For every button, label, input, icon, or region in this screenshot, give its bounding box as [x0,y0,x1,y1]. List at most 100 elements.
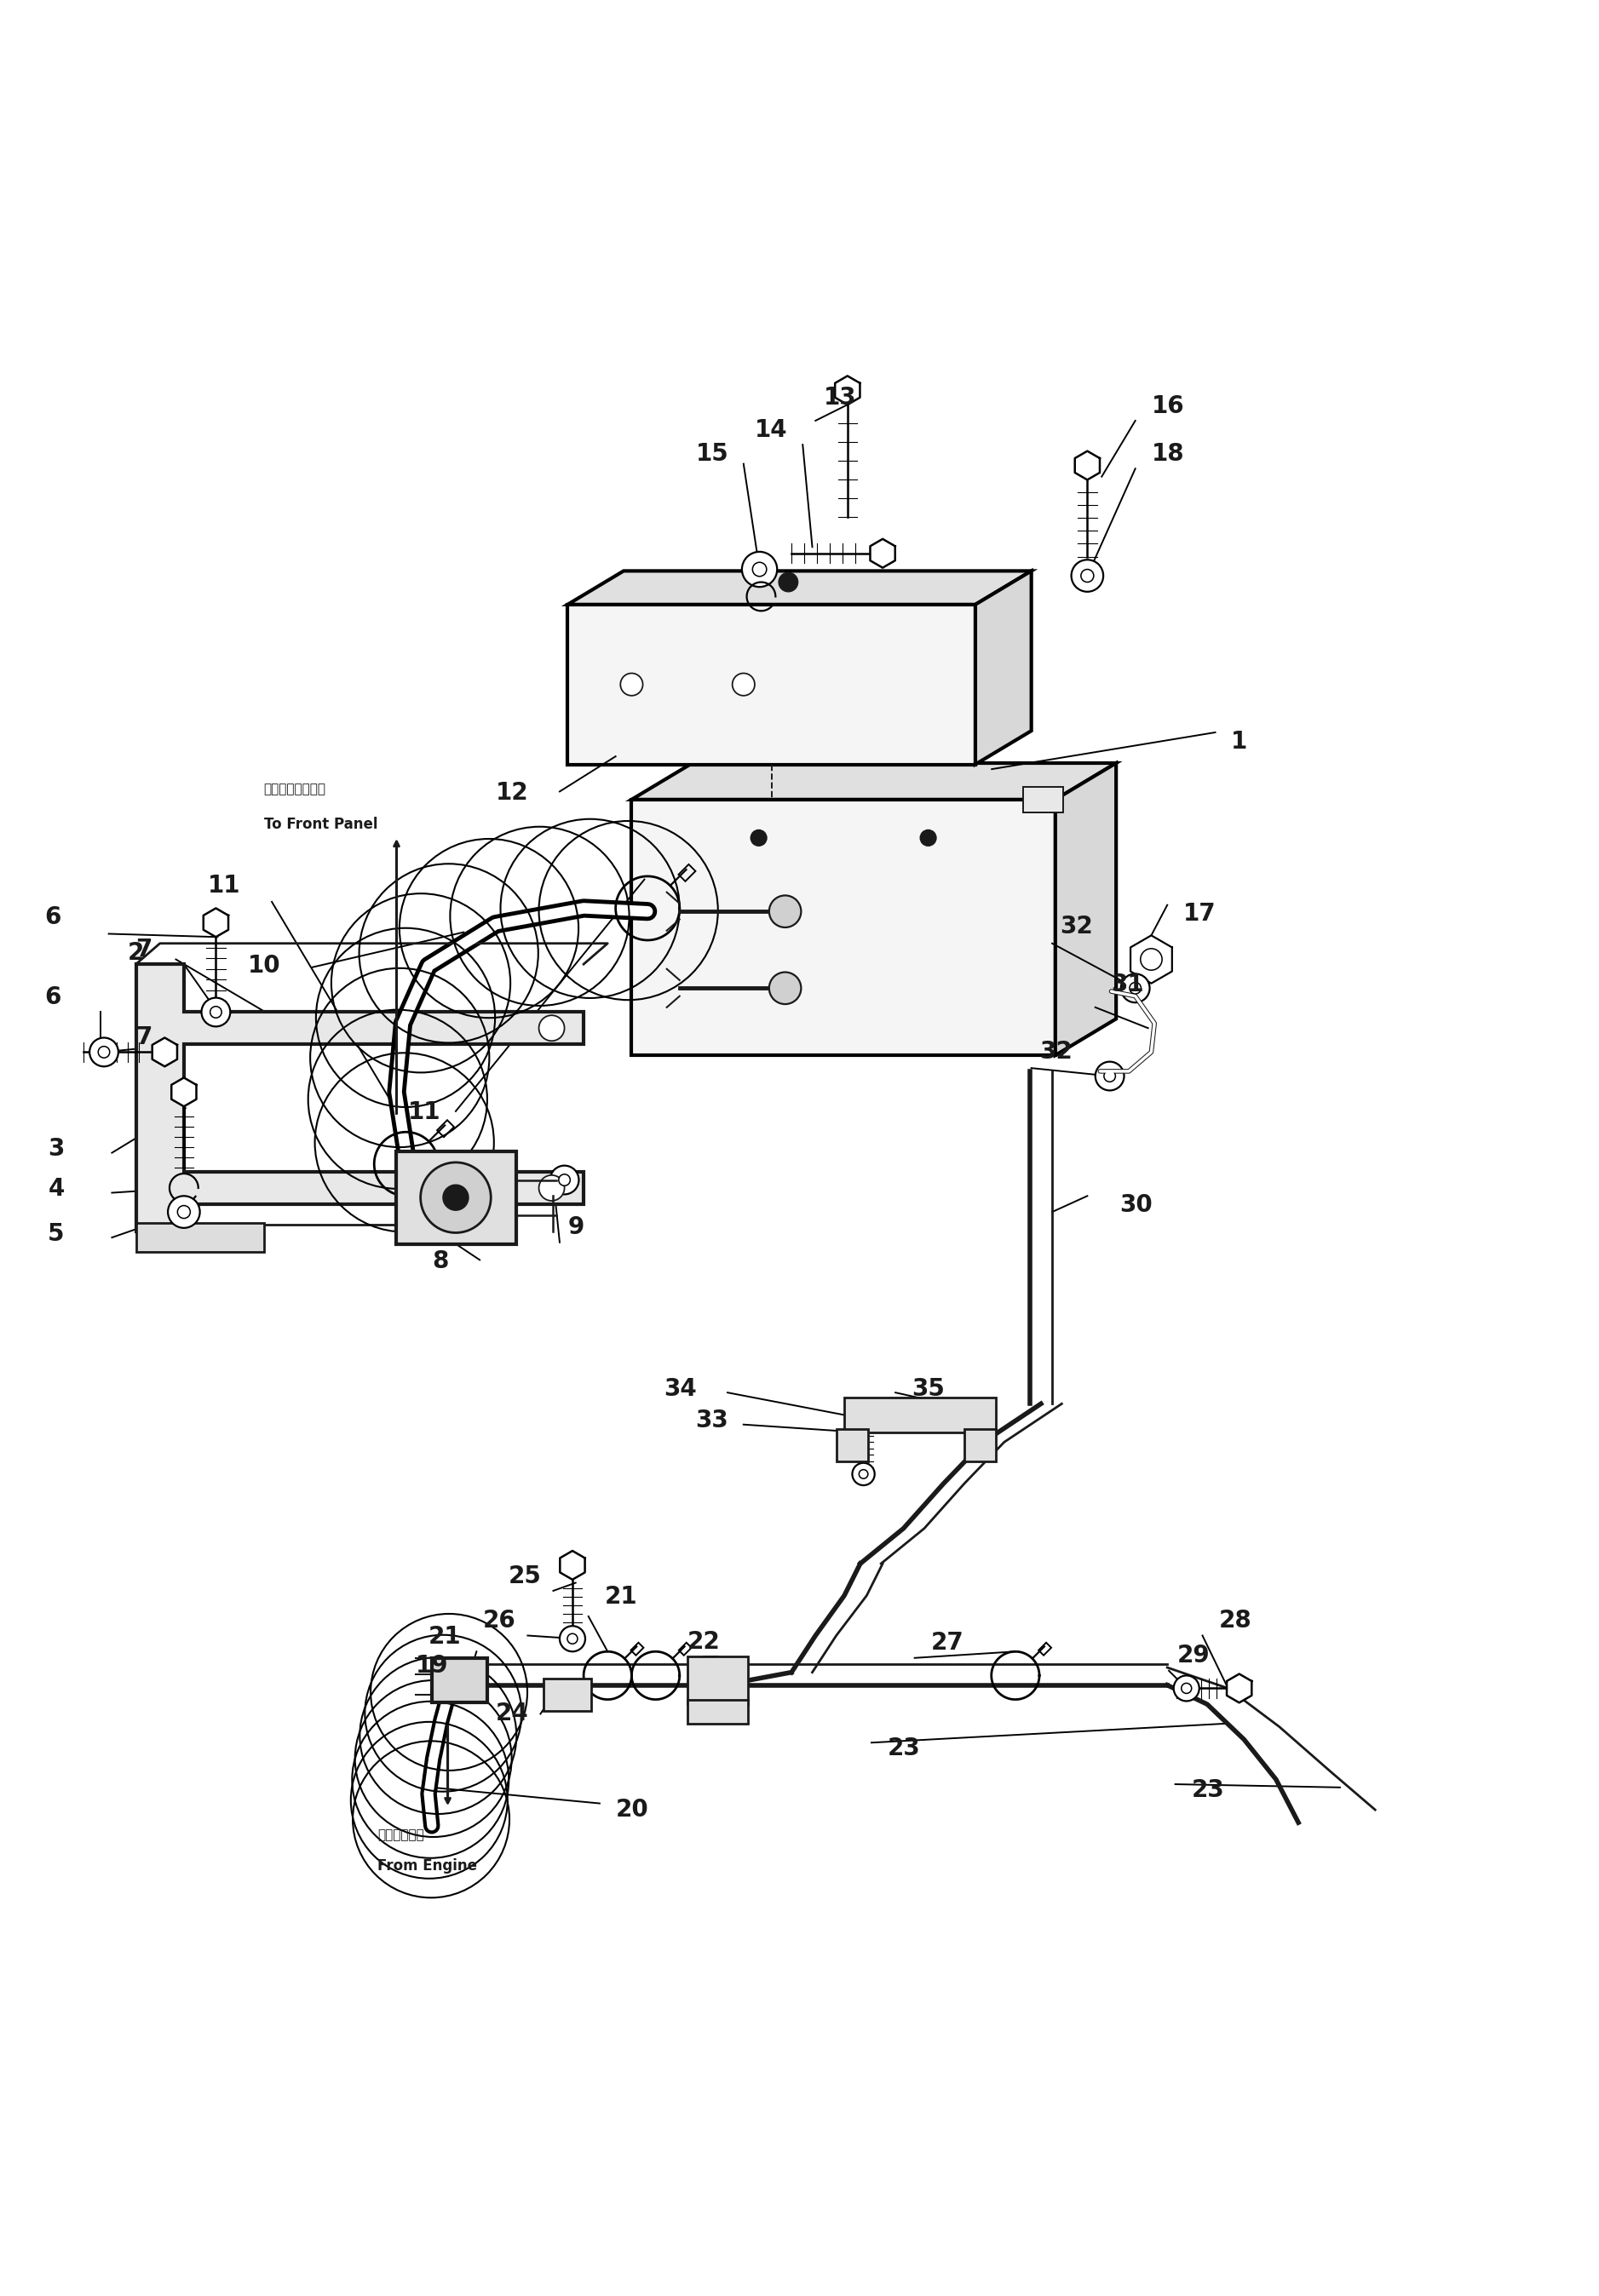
Text: 31: 31 [1111,974,1145,996]
Text: 7: 7 [136,937,152,962]
Text: 11: 11 [208,872,241,898]
Circle shape [1121,974,1150,1003]
Bar [688,1699,748,1724]
Circle shape [539,1015,564,1040]
Polygon shape [870,540,895,567]
Circle shape [769,971,801,1003]
Bar [836,1430,868,1460]
Circle shape [1129,983,1142,994]
Polygon shape [203,909,229,937]
Text: 29: 29 [1177,1644,1210,1667]
Text: 20: 20 [616,1798,649,1821]
Text: 13: 13 [823,386,857,409]
Text: 8: 8 [432,1249,448,1272]
Polygon shape [171,1077,197,1107]
Text: 6: 6 [45,985,61,1010]
Text: 24: 24 [496,1701,529,1724]
Text: 6: 6 [45,905,61,930]
Text: 3: 3 [48,1137,64,1162]
Bar [632,1642,643,1655]
Circle shape [98,1047,110,1058]
Text: 25: 25 [508,1564,542,1589]
Text: エンジンから: エンジンから [377,1828,424,1841]
Polygon shape [835,377,860,404]
Circle shape [779,572,798,592]
Bar [844,1398,996,1433]
Circle shape [742,551,777,588]
Text: 17: 17 [1183,902,1217,925]
Text: 21: 21 [429,1626,462,1649]
Circle shape [421,1162,491,1233]
Text: 12: 12 [496,781,529,804]
Polygon shape [1226,1674,1252,1704]
Text: 16: 16 [1151,395,1185,418]
Text: 7: 7 [136,1026,152,1049]
Bar [678,863,696,882]
Polygon shape [560,1550,585,1580]
Circle shape [168,1196,200,1228]
Text: 28: 28 [1218,1609,1252,1632]
Circle shape [539,1176,564,1201]
Polygon shape [568,572,1031,604]
Circle shape [752,829,768,845]
Bar [688,1655,748,1704]
Polygon shape [632,799,1055,1056]
Circle shape [852,1463,875,1486]
Circle shape [1140,948,1162,971]
Circle shape [568,1635,577,1644]
Circle shape [1081,569,1094,583]
Circle shape [209,1006,222,1017]
Text: 33: 33 [696,1410,729,1433]
Text: 23: 23 [1191,1779,1225,1802]
Text: 35: 35 [911,1378,945,1401]
Text: 27: 27 [931,1630,964,1655]
Text: 21: 21 [604,1584,638,1609]
Bar [136,1224,264,1251]
Circle shape [769,895,801,928]
Polygon shape [851,1401,876,1430]
Text: 2: 2 [128,941,144,964]
Text: To Front Panel: To Front Panel [264,817,377,831]
Text: 9: 9 [568,1215,584,1240]
Text: 5: 5 [48,1221,64,1247]
Circle shape [753,563,766,576]
Text: 26: 26 [483,1609,516,1632]
Polygon shape [975,572,1031,765]
Circle shape [550,1166,579,1194]
Text: From Engine: From Engine [377,1857,477,1874]
Bar [1023,788,1063,813]
Polygon shape [1055,762,1116,1056]
Bar [964,1430,996,1460]
Text: 32: 32 [1060,916,1094,939]
Text: 11: 11 [408,1100,441,1125]
Text: フロントパネルへ: フロントパネルへ [264,783,326,797]
Circle shape [1071,560,1103,592]
Text: 4: 4 [48,1178,64,1201]
Circle shape [620,673,643,696]
Bar [1039,1642,1051,1655]
Circle shape [201,999,230,1026]
Text: 34: 34 [664,1378,697,1401]
Circle shape [558,1173,571,1185]
Circle shape [1103,1070,1116,1081]
Circle shape [1174,1676,1199,1701]
Circle shape [90,1038,118,1065]
Polygon shape [632,762,1116,799]
Text: 1: 1 [1231,730,1247,753]
Circle shape [859,1469,868,1479]
Bar [680,1642,691,1655]
Text: 23: 23 [887,1736,921,1761]
Circle shape [1182,1683,1191,1694]
Polygon shape [568,604,975,765]
Text: 32: 32 [1039,1040,1073,1063]
Polygon shape [1075,450,1100,480]
Bar [544,1678,592,1711]
Text: 30: 30 [1119,1194,1153,1217]
Text: 10: 10 [248,953,281,978]
Text: 15: 15 [696,441,729,466]
Text: 18: 18 [1151,441,1185,466]
Bar [432,1658,488,1704]
Circle shape [732,673,755,696]
Bar [437,1120,454,1137]
Circle shape [560,1626,585,1651]
